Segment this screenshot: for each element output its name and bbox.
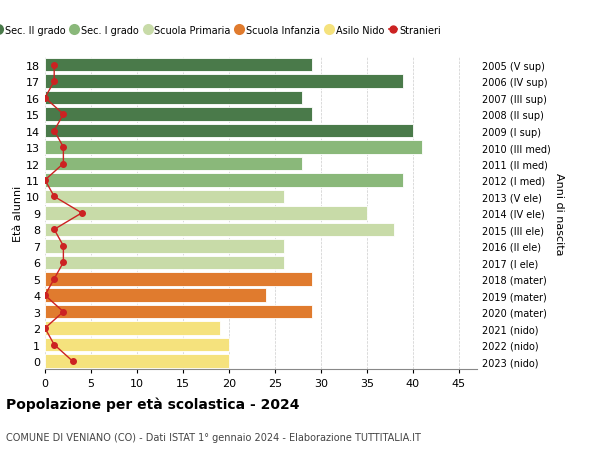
- Legend: Sec. II grado, Sec. I grado, Scuola Primaria, Scuola Infanzia, Asilo Nido, Stran: Sec. II grado, Sec. I grado, Scuola Prim…: [0, 22, 445, 39]
- Bar: [45, 338, 229, 352]
- Bar: [45, 124, 413, 138]
- Bar: [45, 190, 284, 204]
- Bar: [45, 240, 284, 253]
- Bar: [45, 75, 403, 89]
- Bar: [45, 289, 266, 302]
- Text: COMUNE DI VENIANO (CO) - Dati ISTAT 1° gennaio 2024 - Elaborazione TUTTITALIA.IT: COMUNE DI VENIANO (CO) - Dati ISTAT 1° g…: [6, 432, 421, 442]
- Bar: [45, 354, 229, 368]
- Y-axis label: Anni di nascita: Anni di nascita: [554, 172, 565, 255]
- Bar: [45, 157, 302, 171]
- Bar: [45, 223, 394, 236]
- Text: Popolazione per età scolastica - 2024: Popolazione per età scolastica - 2024: [6, 397, 299, 412]
- Bar: [45, 59, 311, 73]
- Bar: [45, 207, 367, 220]
- Bar: [45, 141, 422, 155]
- Bar: [45, 256, 284, 269]
- Bar: [45, 305, 311, 319]
- Bar: [45, 174, 403, 187]
- Bar: [45, 272, 311, 286]
- Bar: [45, 92, 302, 105]
- Bar: [45, 108, 311, 122]
- Y-axis label: Età alunni: Età alunni: [13, 185, 23, 241]
- Bar: [45, 322, 220, 335]
